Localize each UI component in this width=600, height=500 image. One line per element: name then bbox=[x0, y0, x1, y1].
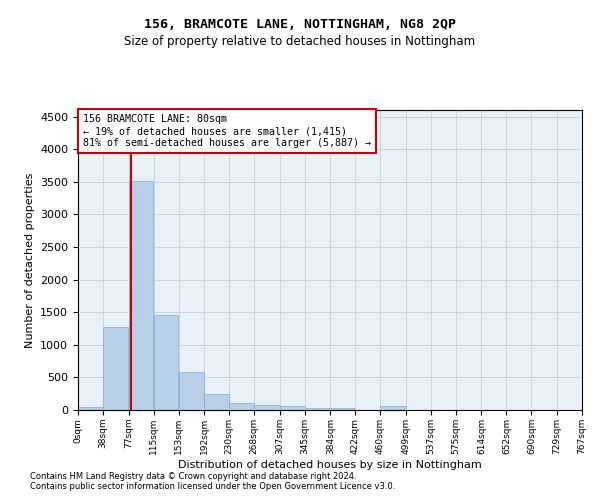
Text: 156, BRAMCOTE LANE, NOTTINGHAM, NG8 2QP: 156, BRAMCOTE LANE, NOTTINGHAM, NG8 2QP bbox=[144, 18, 456, 30]
Bar bbox=[103, 326, 128, 410]
Bar bbox=[129, 181, 154, 410]
Bar bbox=[154, 315, 178, 410]
Bar bbox=[380, 406, 406, 410]
Bar bbox=[179, 372, 204, 410]
Y-axis label: Number of detached properties: Number of detached properties bbox=[25, 172, 35, 348]
Text: Contains public sector information licensed under the Open Government Licence v3: Contains public sector information licen… bbox=[30, 482, 395, 491]
Bar bbox=[205, 394, 229, 410]
Bar bbox=[78, 408, 103, 410]
Bar bbox=[254, 405, 280, 410]
Text: Size of property relative to detached houses in Nottingham: Size of property relative to detached ho… bbox=[124, 35, 476, 48]
Text: 156 BRAMCOTE LANE: 80sqm
← 19% of detached houses are smaller (1,415)
81% of sem: 156 BRAMCOTE LANE: 80sqm ← 19% of detach… bbox=[83, 114, 371, 148]
Bar bbox=[229, 402, 254, 410]
Bar bbox=[305, 408, 330, 410]
X-axis label: Distribution of detached houses by size in Nottingham: Distribution of detached houses by size … bbox=[178, 460, 482, 469]
Bar bbox=[331, 408, 355, 410]
Text: Contains HM Land Registry data © Crown copyright and database right 2024.: Contains HM Land Registry data © Crown c… bbox=[30, 472, 356, 481]
Bar bbox=[280, 406, 305, 410]
